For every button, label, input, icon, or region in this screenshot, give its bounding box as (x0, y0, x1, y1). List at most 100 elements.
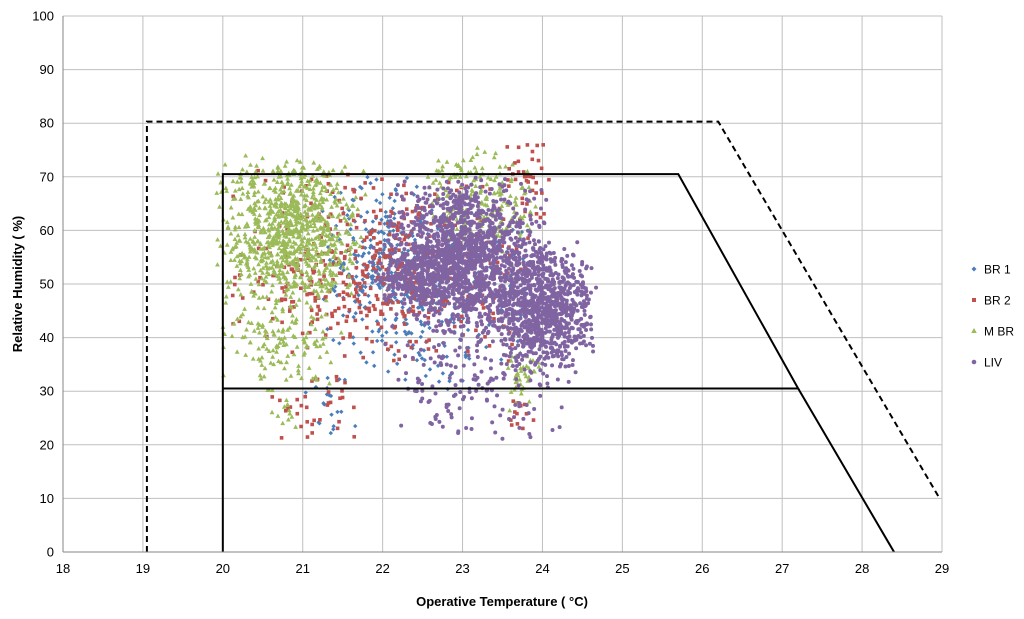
data-point (462, 229, 467, 234)
data-point (245, 240, 251, 245)
data-point (354, 259, 360, 265)
data-point (326, 281, 332, 286)
data-point (518, 218, 523, 223)
data-point (310, 212, 315, 217)
data-point (305, 254, 311, 259)
data-point (459, 167, 464, 173)
data-point (261, 305, 267, 311)
data-point (503, 296, 508, 301)
data-point (297, 274, 303, 279)
data-point (519, 300, 524, 305)
data-point (566, 379, 571, 384)
data-point (495, 211, 500, 216)
data-point (426, 320, 431, 325)
data-point (283, 201, 289, 206)
data-point (484, 325, 489, 330)
data-point (384, 330, 389, 335)
data-point (404, 191, 409, 196)
data-point (492, 276, 497, 281)
data-point (317, 190, 323, 196)
data-point (492, 281, 497, 286)
data-point (503, 279, 508, 284)
data-point (285, 207, 291, 213)
data-point (501, 258, 506, 263)
data-point (260, 270, 266, 275)
data-point (309, 321, 314, 327)
data-point (543, 344, 548, 349)
data-point (368, 232, 372, 237)
data-point (294, 344, 300, 349)
data-point (486, 235, 491, 240)
data-point (530, 149, 535, 154)
data-point (466, 242, 471, 247)
data-point (327, 260, 333, 265)
data-point (509, 279, 514, 284)
data-point (275, 251, 281, 257)
data-point (423, 321, 428, 326)
data-point (391, 300, 395, 305)
data-point (385, 369, 391, 374)
data-point (558, 322, 563, 327)
data-point (479, 322, 484, 327)
data-point (295, 214, 301, 220)
data-point (404, 175, 410, 181)
data-point (336, 189, 341, 195)
data-point (336, 231, 342, 236)
data-point (395, 224, 399, 229)
data-point (510, 162, 515, 167)
data-point (572, 290, 577, 295)
data-point (401, 197, 406, 202)
data-point (238, 196, 244, 201)
data-point (452, 324, 457, 329)
data-point (260, 194, 266, 199)
data-point (321, 270, 327, 275)
data-point (501, 217, 506, 222)
data-point (431, 234, 436, 239)
data-point (240, 167, 245, 172)
data-point (536, 356, 541, 361)
data-point (544, 355, 549, 360)
data-point (429, 221, 433, 226)
data-point (278, 200, 284, 205)
data-point (427, 338, 431, 342)
data-point (306, 365, 312, 370)
data-point (457, 220, 462, 225)
data-point (473, 285, 478, 290)
data-point (382, 237, 387, 243)
data-point (521, 276, 526, 281)
data-point (521, 262, 526, 267)
data-point (437, 293, 442, 298)
data-point (457, 190, 462, 195)
data-point (554, 316, 559, 321)
data-point (526, 282, 531, 287)
data-point (493, 217, 498, 222)
data-point (534, 219, 539, 224)
data-point (295, 397, 300, 402)
data-point (469, 396, 474, 401)
data-point (523, 373, 529, 379)
data-point (537, 247, 542, 252)
data-point (276, 276, 282, 281)
data-point (436, 246, 441, 251)
data-point (518, 368, 524, 373)
data-point (498, 413, 503, 418)
data-point (354, 240, 359, 245)
data-point (361, 168, 366, 174)
data-point (459, 282, 464, 287)
data-point (340, 389, 344, 393)
data-point (544, 305, 549, 310)
data-point (405, 343, 410, 348)
data-point (261, 341, 267, 347)
data-point (569, 263, 574, 268)
data-point (353, 256, 358, 261)
data-point (455, 232, 460, 237)
data-point (311, 288, 317, 293)
data-point (218, 243, 223, 248)
data-point (292, 305, 296, 309)
data-point (259, 362, 265, 367)
data-point (256, 246, 261, 251)
data-point (270, 347, 276, 353)
data-point (317, 236, 323, 241)
data-point (310, 202, 316, 208)
data-point (308, 223, 314, 228)
